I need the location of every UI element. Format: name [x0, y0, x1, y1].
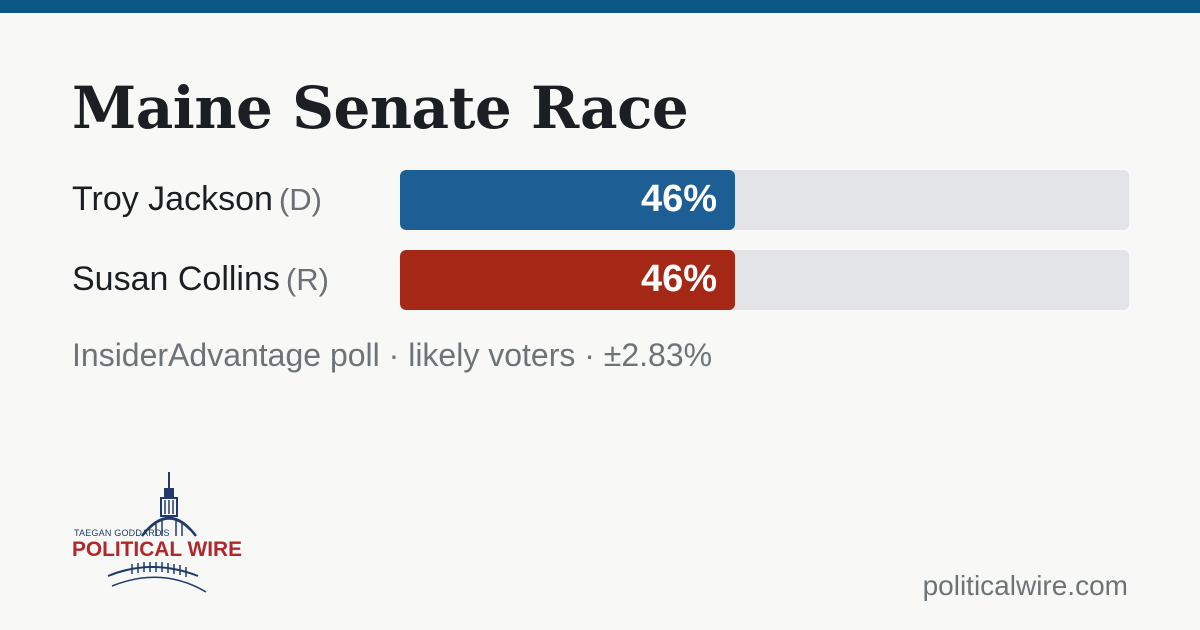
result-bar-track: 46%: [400, 170, 1129, 230]
result-percent: 46%: [640, 258, 717, 300]
result-percent: 46%: [640, 178, 717, 220]
result-bar-fill: 46%: [400, 170, 735, 230]
logo-tagline: TAEGAN GODDARD'S: [74, 528, 170, 538]
poll-source-line: InsiderAdvantage poll · likely voters · …: [72, 337, 713, 373]
candidate-row: Susan Collins (R) 46%: [0, 250, 1200, 310]
candidate-party: (R): [285, 262, 329, 297]
site-url[interactable]: politicalwire.com: [922, 570, 1128, 601]
page-title: Maine Senate Race: [72, 74, 689, 142]
result-bar-track: 46%: [400, 250, 1129, 310]
logo-wordmark: POLITICAL WIRE: [72, 538, 242, 561]
candidate-name: Troy Jackson: [72, 180, 273, 218]
candidate-label: Troy Jackson (D): [72, 180, 322, 219]
candidate-name: Susan Collins: [72, 260, 280, 298]
top-accent-bar: [0, 0, 1200, 13]
political-wire-logo[interactable]: TAEGAN GODDARD'S POLITICAL WIRE: [72, 470, 252, 600]
capitol-dome-icon: TAEGAN GODDARD'S POLITICAL WIRE: [72, 472, 242, 593]
candidate-row: Troy Jackson (D) 46%: [0, 170, 1200, 230]
result-bar-fill: 46%: [400, 250, 735, 310]
candidate-label: Susan Collins (R): [72, 260, 329, 299]
candidate-party: (D): [278, 182, 322, 217]
